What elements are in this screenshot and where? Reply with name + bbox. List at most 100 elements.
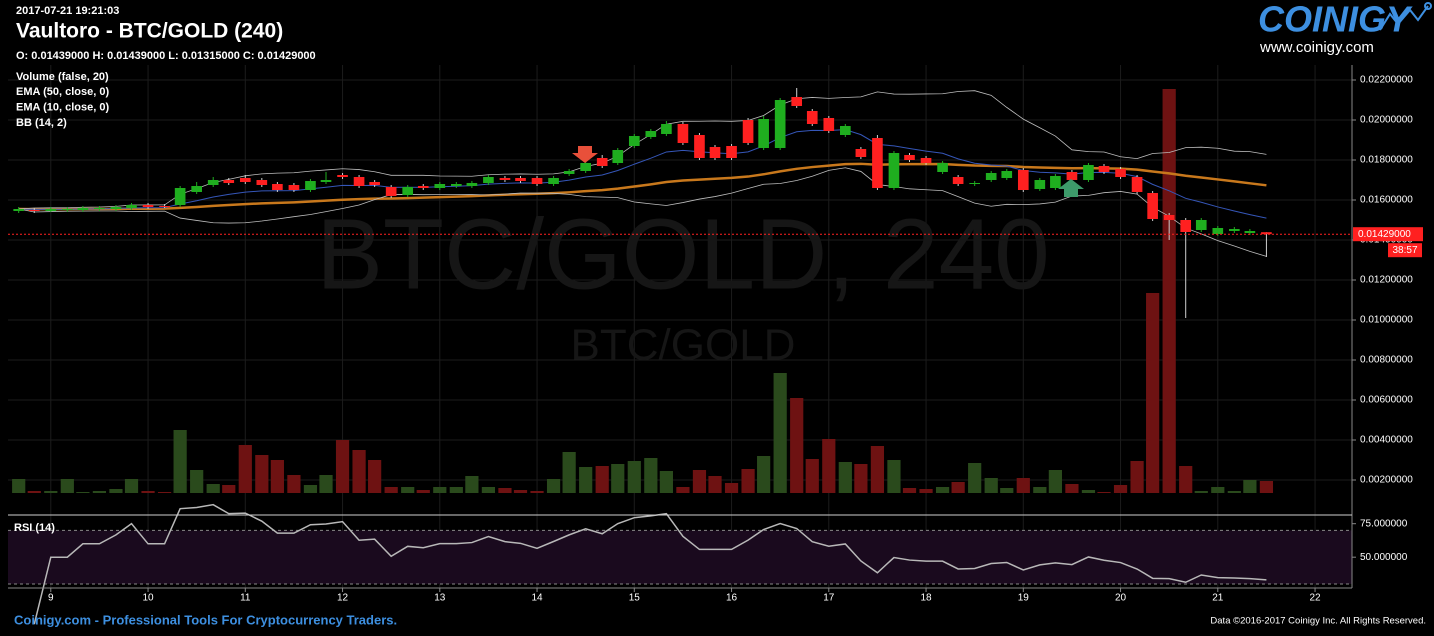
volume-bar [416,490,430,493]
volume-bar [1000,488,1014,493]
x-tick-label: 19 [1018,593,1030,604]
volume-bar [579,467,593,493]
candle-body [272,184,283,190]
sell-arrow [572,146,598,163]
volume-bar [449,487,463,493]
candle-body [1147,193,1158,219]
volume-bar [984,478,998,493]
x-tick-label: 18 [920,593,932,604]
volume-bar [644,458,658,493]
candle-body [337,175,348,177]
y-tick-label: 0.02200000 [1360,75,1413,86]
indicator-label: Volume (false, 20) [16,71,109,83]
x-tick-label: 17 [823,593,835,604]
indicator-label: EMA (10, close, 0) [16,102,109,114]
y-tick-label: 0.01000000 [1360,315,1413,326]
x-tick-label: 14 [531,593,543,604]
ema-line [18,162,1267,211]
candle-body [726,146,737,158]
buy-arrow [1058,179,1084,197]
volume-bar [1227,491,1241,493]
volume-bar [724,483,739,493]
volume-bar [854,464,868,493]
candle-body [1229,229,1240,231]
rsi-label: RSI (14) [14,522,55,534]
candle-body [62,209,73,210]
candle-body [872,138,883,188]
volume-bar [401,487,415,493]
candle-body [677,124,689,143]
volume-bar [1211,487,1225,493]
volume-bar [935,487,950,493]
volume-bar [44,491,58,493]
candle-body [369,182,380,185]
volume-bar [773,373,787,493]
volume-bar [757,456,771,493]
volume-bar [12,479,26,493]
volume-bar [206,484,220,493]
volume-bar [1130,461,1144,493]
candle-body [1017,170,1029,190]
volume-bar [1016,478,1030,493]
x-tick-label: 20 [1115,593,1127,604]
candle-body [548,178,559,184]
volume-bar [352,450,366,493]
volume-bar [384,487,398,493]
candle-body [499,178,511,180]
logo-url: www.coinigy.com [1259,39,1374,56]
bb-upper [18,90,1267,210]
volume-bar [692,470,707,493]
candle-body [1050,176,1061,188]
candle-body [531,178,543,184]
candle-body [1001,171,1013,178]
bb-lower [18,167,1267,257]
candle-body [13,209,25,211]
candle-body [596,158,608,166]
candle-body [1066,172,1078,180]
candle-body [515,178,526,181]
volume-bar [546,479,561,493]
volume-bar [92,491,107,493]
volume-bar [870,446,885,493]
x-tick-label: 10 [142,593,154,604]
candle-body [45,209,57,211]
volume-bar [708,476,722,493]
volume-bar [530,491,544,493]
volume-bar [951,482,965,493]
candle-body [580,163,591,171]
volume-bar [1179,466,1193,493]
indicator-label: BB (14, 2) [16,117,67,129]
footer-left: Coinigy.com - Professional Tools For Cry… [14,612,397,627]
candle-body [694,135,705,158]
x-tick-label: 15 [629,593,641,604]
candle-body [159,206,170,207]
volume-bar [222,485,236,493]
candle-body [239,178,251,182]
volume-bar [190,470,204,493]
x-tick-label: 21 [1212,593,1224,604]
candle-body [985,173,997,180]
candle-body [207,180,219,185]
volume-bar [741,469,755,493]
candle-body [742,120,754,143]
rsi-tick-label: 50.000000 [1360,552,1408,563]
candle-body [791,97,803,106]
y-tick-label: 0.00400000 [1360,435,1413,446]
volume-bar [513,490,528,493]
candle-body [840,126,851,135]
volume-bar [595,466,609,493]
footer-right: Data ©2016-2017 Coinigy Inc. All Rights … [1210,616,1426,627]
y-tick-label: 0.01600000 [1360,195,1413,206]
volume-bar [887,460,901,493]
candle-body [353,177,365,186]
volume-bar [270,460,284,493]
volume-bar [790,398,804,493]
volume-bar [1081,490,1096,493]
ohlc-readout: O: 0.01439000 H: 0.01439000 L: 0.0131500… [16,50,316,62]
y-tick-label: 0.01800000 [1360,155,1413,166]
candle-body [1098,166,1110,172]
rsi-band [8,530,1352,584]
candle-body [645,131,657,137]
volume-bar [822,439,836,493]
